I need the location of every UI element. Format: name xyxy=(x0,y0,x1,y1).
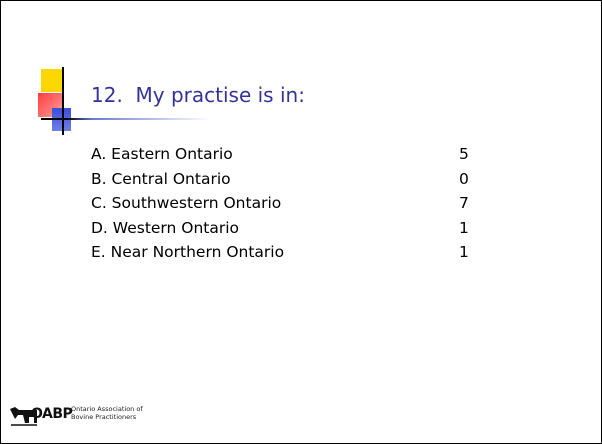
answer-count: 7 xyxy=(459,194,469,212)
answer-row: C. Southwestern Ontario 7 xyxy=(91,194,491,219)
answer-label: C. Southwestern Ontario xyxy=(91,194,282,212)
slide-title: 12. My practise is in: xyxy=(91,83,305,107)
logo-abbr: OABP xyxy=(31,406,73,422)
vertical-line xyxy=(62,67,64,135)
answer-label: A. Eastern Ontario xyxy=(91,145,233,163)
answer-row: A. Eastern Ontario 5 xyxy=(91,145,491,170)
answer-count: 1 xyxy=(459,243,469,261)
answer-row: E. Near Northern Ontario 1 xyxy=(91,243,491,268)
logo-name-line: Bovine Practitioners xyxy=(71,413,137,421)
answer-count: 1 xyxy=(459,218,469,237)
cow-icon xyxy=(10,407,37,426)
answer-label: B. Central Ontario xyxy=(91,169,231,188)
horizontal-line xyxy=(41,118,211,120)
answer-count: 0 xyxy=(459,169,469,188)
logo-name-line: Ontario Association of xyxy=(71,405,143,413)
answer-list: A. Eastern Ontario 5 B. Central Ontario 0 C.… xyxy=(91,145,491,268)
answer-label: E. Near Northern Ontario xyxy=(91,243,285,261)
yellow-square xyxy=(41,69,64,92)
answer-count: 5 xyxy=(459,145,469,163)
answer-label: D. Western Ontario xyxy=(91,218,240,237)
answer-row: D. Western Ontario 1 xyxy=(91,219,491,244)
logo-name: Ontario Association of Bovine Practitione… xyxy=(71,405,143,421)
answer-row: B. Central Ontario 0 xyxy=(91,170,491,195)
